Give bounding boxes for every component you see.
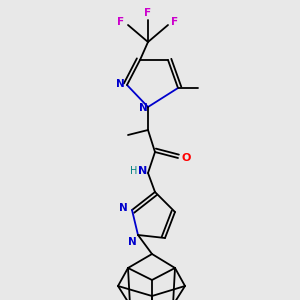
Text: F: F: [171, 17, 178, 27]
Text: N: N: [118, 203, 127, 213]
Text: F: F: [144, 8, 152, 18]
Text: N: N: [116, 79, 124, 89]
Text: N: N: [139, 103, 147, 113]
Text: N: N: [128, 237, 136, 247]
Text: H: H: [130, 166, 138, 176]
Text: O: O: [181, 153, 191, 163]
Text: F: F: [117, 17, 124, 27]
Text: N: N: [138, 166, 148, 176]
